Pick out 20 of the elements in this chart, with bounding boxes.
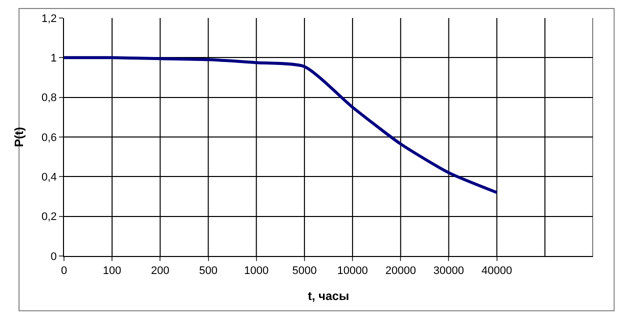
x-tick-label: 10000 xyxy=(337,265,368,278)
x-tick-label: 30000 xyxy=(433,265,464,278)
x-tick-label: 100 xyxy=(102,265,122,278)
x-tick-label: 200 xyxy=(151,265,170,278)
x-tick-label: 5000 xyxy=(292,265,317,278)
x-tick-label: 20000 xyxy=(385,265,416,278)
x-tick-label: 40000 xyxy=(482,265,512,278)
y-tick-label: 0 xyxy=(50,250,57,263)
x-tick-label: 0 xyxy=(60,265,68,278)
x-tick-label: 500 xyxy=(199,265,218,278)
y-axis-title: P(t) xyxy=(12,127,26,147)
y-tick-label: 0,6 xyxy=(42,132,57,144)
y-tick-label: 1 xyxy=(50,52,57,65)
y-tick-label: 0,2 xyxy=(42,211,57,224)
x-axis-title: t, часы xyxy=(308,289,350,304)
y-tick-label: 0,4 xyxy=(42,172,57,184)
x-tick-label: 1000 xyxy=(244,265,269,278)
y-tick-label: 1,2 xyxy=(42,12,57,25)
y-tick-label: 0,8 xyxy=(42,92,57,104)
line-series xyxy=(64,56,498,194)
